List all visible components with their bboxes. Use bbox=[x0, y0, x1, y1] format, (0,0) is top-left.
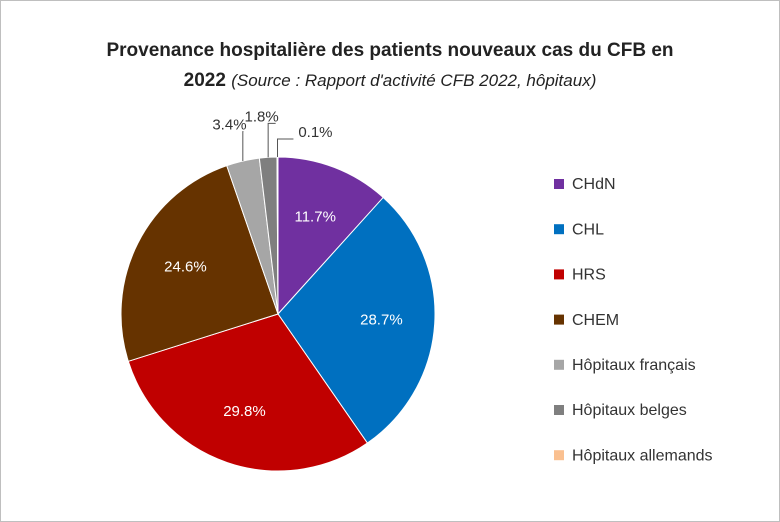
legend-label: HRS bbox=[572, 267, 606, 284]
chart-title: Provenance hospitalière des patients nou… bbox=[106, 40, 674, 91]
legend-label: Hôpitaux français bbox=[572, 357, 696, 374]
legend-label: CHEM bbox=[572, 312, 619, 329]
data-label: 29.8% bbox=[223, 403, 266, 420]
title-block: Provenance hospitalière des patients nou… bbox=[105, 36, 675, 96]
legend-label: CHL bbox=[572, 221, 604, 238]
legend-swatch bbox=[554, 269, 564, 280]
leader-line bbox=[277, 138, 294, 158]
data-label: 3.4% bbox=[212, 117, 246, 134]
data-label: 1.8% bbox=[245, 108, 279, 125]
pie-slice bbox=[277, 156, 384, 316]
legend-label: Hôpitaux belges bbox=[572, 402, 687, 419]
legend-swatch bbox=[554, 450, 564, 461]
legend-swatch bbox=[554, 179, 564, 189]
legend-swatch bbox=[554, 359, 564, 370]
legend-swatch bbox=[554, 314, 564, 325]
pie-slice bbox=[127, 313, 369, 472]
legend-swatch bbox=[554, 224, 564, 235]
chart-subtitle: (Source : Rapport d'activité CFB 2022, h… bbox=[231, 71, 597, 90]
pie-slice bbox=[277, 196, 436, 444]
data-label: 0.1% bbox=[298, 124, 332, 141]
legend-swatch bbox=[554, 405, 564, 415]
pie-slice bbox=[120, 164, 279, 362]
data-label: 28.7% bbox=[360, 312, 403, 329]
leader-line bbox=[242, 131, 244, 161]
data-label: 24.6% bbox=[164, 258, 207, 275]
legend-label: Hôpitaux allemands bbox=[572, 447, 713, 464]
legend-label: CHdN bbox=[572, 176, 616, 193]
data-label: 11.7% bbox=[294, 208, 335, 225]
leader-line bbox=[267, 122, 276, 158]
